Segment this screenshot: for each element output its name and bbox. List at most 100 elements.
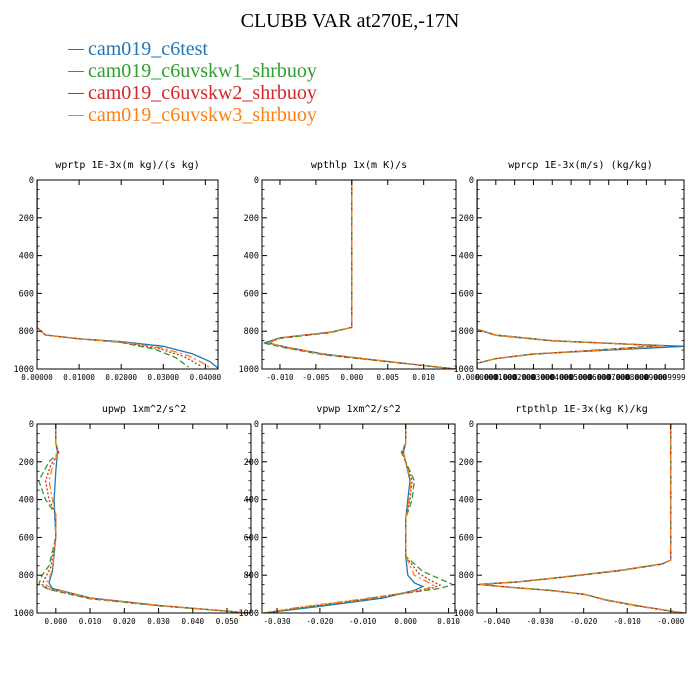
series-line xyxy=(479,424,684,613)
series-line xyxy=(479,424,684,613)
y-tick-label: 1000 xyxy=(454,365,474,375)
x-tick-label: -0.005 xyxy=(302,373,329,382)
figure-title: CLUBB VAR at270E,-17N xyxy=(240,10,460,32)
x-tick-label: 0.010 xyxy=(412,373,435,382)
y-tick-label: 200 xyxy=(459,458,474,468)
y-tick-label: 800 xyxy=(244,571,259,581)
y-tick-label: 600 xyxy=(459,289,474,299)
plot-frame xyxy=(261,423,456,614)
legend-line-swatch xyxy=(68,115,84,116)
x-tick-label: -0.020 xyxy=(306,617,334,626)
series-line xyxy=(37,180,189,368)
x-tick-label: -0.030 xyxy=(263,617,291,626)
series-line xyxy=(37,180,218,369)
legend-label: cam019_c6test xyxy=(88,38,208,60)
y-tick-label: 1000 xyxy=(454,609,474,619)
series-line xyxy=(477,180,666,369)
legend-label: cam019_c6uvskw3_shrbuoy xyxy=(88,104,317,126)
y-tick-label: 400 xyxy=(244,252,259,262)
y-tick-label: 0 xyxy=(469,176,474,186)
plot-frame xyxy=(36,423,252,614)
chart-panel: wpthlp 1x(m K)/s 0 200 400 600 800 1000 -0.010-… xyxy=(239,160,457,382)
series-line xyxy=(477,180,684,369)
x-tick-label: 0.0006000 xyxy=(570,373,611,382)
chart-panel: wprcp 1E-3x(m/s) (kg/kg) 0 200 400 600 800 100… xyxy=(454,160,686,382)
x-tick-label: -0.010 xyxy=(349,617,377,626)
x-tick-label: 0.000 xyxy=(394,617,417,626)
x-tick-label: -0.010 xyxy=(266,373,294,382)
legend-line-swatch xyxy=(68,49,84,50)
plot-frame xyxy=(476,423,687,614)
x-tick-label: 0.040 xyxy=(182,617,205,626)
y-tick-label: 200 xyxy=(244,214,259,224)
series-line xyxy=(37,180,211,369)
series-line xyxy=(41,424,248,613)
y-tick-label: 200 xyxy=(459,214,474,224)
panel-title: vpwp 1xm^2/s^2 xyxy=(316,404,400,415)
legend-line-swatch xyxy=(68,71,84,72)
x-tick-label: 0.000 xyxy=(341,373,364,382)
y-tick-label: 1000 xyxy=(14,609,34,619)
x-tick-label: 0.0004000 xyxy=(532,373,573,382)
legend-label: cam019_c6uvskw2_shrbuoy xyxy=(88,82,317,104)
x-tick-label: -0.040 xyxy=(483,617,511,626)
y-tick-label: 600 xyxy=(244,289,259,299)
chart-panel: vpwp 1xm^2/s^2 0 200 400 600 800 1000 -0.030 -0.… xyxy=(239,404,461,626)
y-tick-label: 800 xyxy=(19,571,34,581)
x-tick-label: 0.0002000 xyxy=(494,373,535,382)
series-line xyxy=(264,424,442,613)
x-tick-label: 0.0001000 xyxy=(475,373,516,382)
x-tick-label: 0.03000 xyxy=(147,373,179,382)
y-tick-label: 800 xyxy=(244,327,259,337)
y-tick-label: 200 xyxy=(19,458,34,468)
series-line xyxy=(263,180,456,369)
series-line xyxy=(263,424,436,613)
panel-title: wpthlp 1x(m K)/s xyxy=(311,160,407,171)
y-tick-label: 400 xyxy=(459,252,474,262)
x-tick-label: 0.000 xyxy=(45,617,68,626)
plot-frame xyxy=(476,179,685,370)
plot-frame xyxy=(36,179,219,370)
chart-panel: upwp 1xm^2/s^2 0 200 400 600 800 1000 0.000 0.01… xyxy=(14,404,252,626)
y-tick-label: 400 xyxy=(19,496,34,506)
y-tick-label: 600 xyxy=(19,533,34,543)
x-tick-label: 0.0008000 xyxy=(607,373,648,382)
series-line xyxy=(264,180,456,369)
panel-title: wprtp 1E-3x(m kg)/(s kg) xyxy=(55,160,200,171)
x-tick-label: 0.0009999 xyxy=(645,373,686,382)
y-tick-label: 1000 xyxy=(239,609,259,619)
plot-frame xyxy=(261,179,457,370)
y-tick-label: 600 xyxy=(459,533,474,543)
y-tick-label: 400 xyxy=(244,496,259,506)
y-tick-label: 0 xyxy=(254,420,259,430)
series-line xyxy=(37,424,248,613)
x-tick-label: 0.0003000 xyxy=(513,373,554,382)
y-tick-label: 800 xyxy=(19,327,34,337)
series-line xyxy=(267,180,456,369)
panel-title: rtpthlp 1E-3x(kg K)/kg xyxy=(515,404,647,415)
legend-label: cam019_c6uvskw1_shrbuoy xyxy=(88,60,317,82)
y-tick-label: 1000 xyxy=(239,365,259,375)
series-line xyxy=(44,424,248,613)
x-tick-label: 0.050 xyxy=(216,617,239,626)
x-tick-label: 0.01000 xyxy=(63,373,95,382)
x-tick-label: 0.0000000 xyxy=(457,373,498,382)
y-tick-label: 0 xyxy=(29,176,34,186)
series-line xyxy=(264,424,425,613)
y-tick-label: 800 xyxy=(459,571,474,581)
y-tick-label: 200 xyxy=(244,458,259,468)
y-tick-label: 200 xyxy=(19,214,34,224)
series-line xyxy=(479,424,684,613)
y-tick-label: 400 xyxy=(19,252,34,262)
y-tick-label: 600 xyxy=(244,533,259,543)
panel-title: upwp 1xm^2/s^2 xyxy=(102,404,186,415)
series-line xyxy=(479,424,684,613)
x-tick-label: -0.020 xyxy=(570,617,598,626)
legend-line-swatch xyxy=(68,93,84,94)
series-line xyxy=(48,424,248,613)
x-tick-label: -0.030 xyxy=(527,617,555,626)
series-line xyxy=(263,180,456,369)
x-tick-label: 0.04000 xyxy=(190,373,222,382)
panel-title: wprcp 1E-3x(m/s) (kg/kg) xyxy=(508,160,653,171)
